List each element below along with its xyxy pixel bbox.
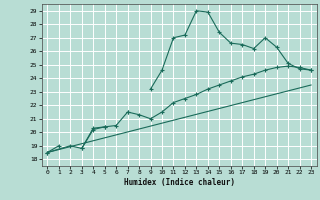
X-axis label: Humidex (Indice chaleur): Humidex (Indice chaleur): [124, 178, 235, 187]
